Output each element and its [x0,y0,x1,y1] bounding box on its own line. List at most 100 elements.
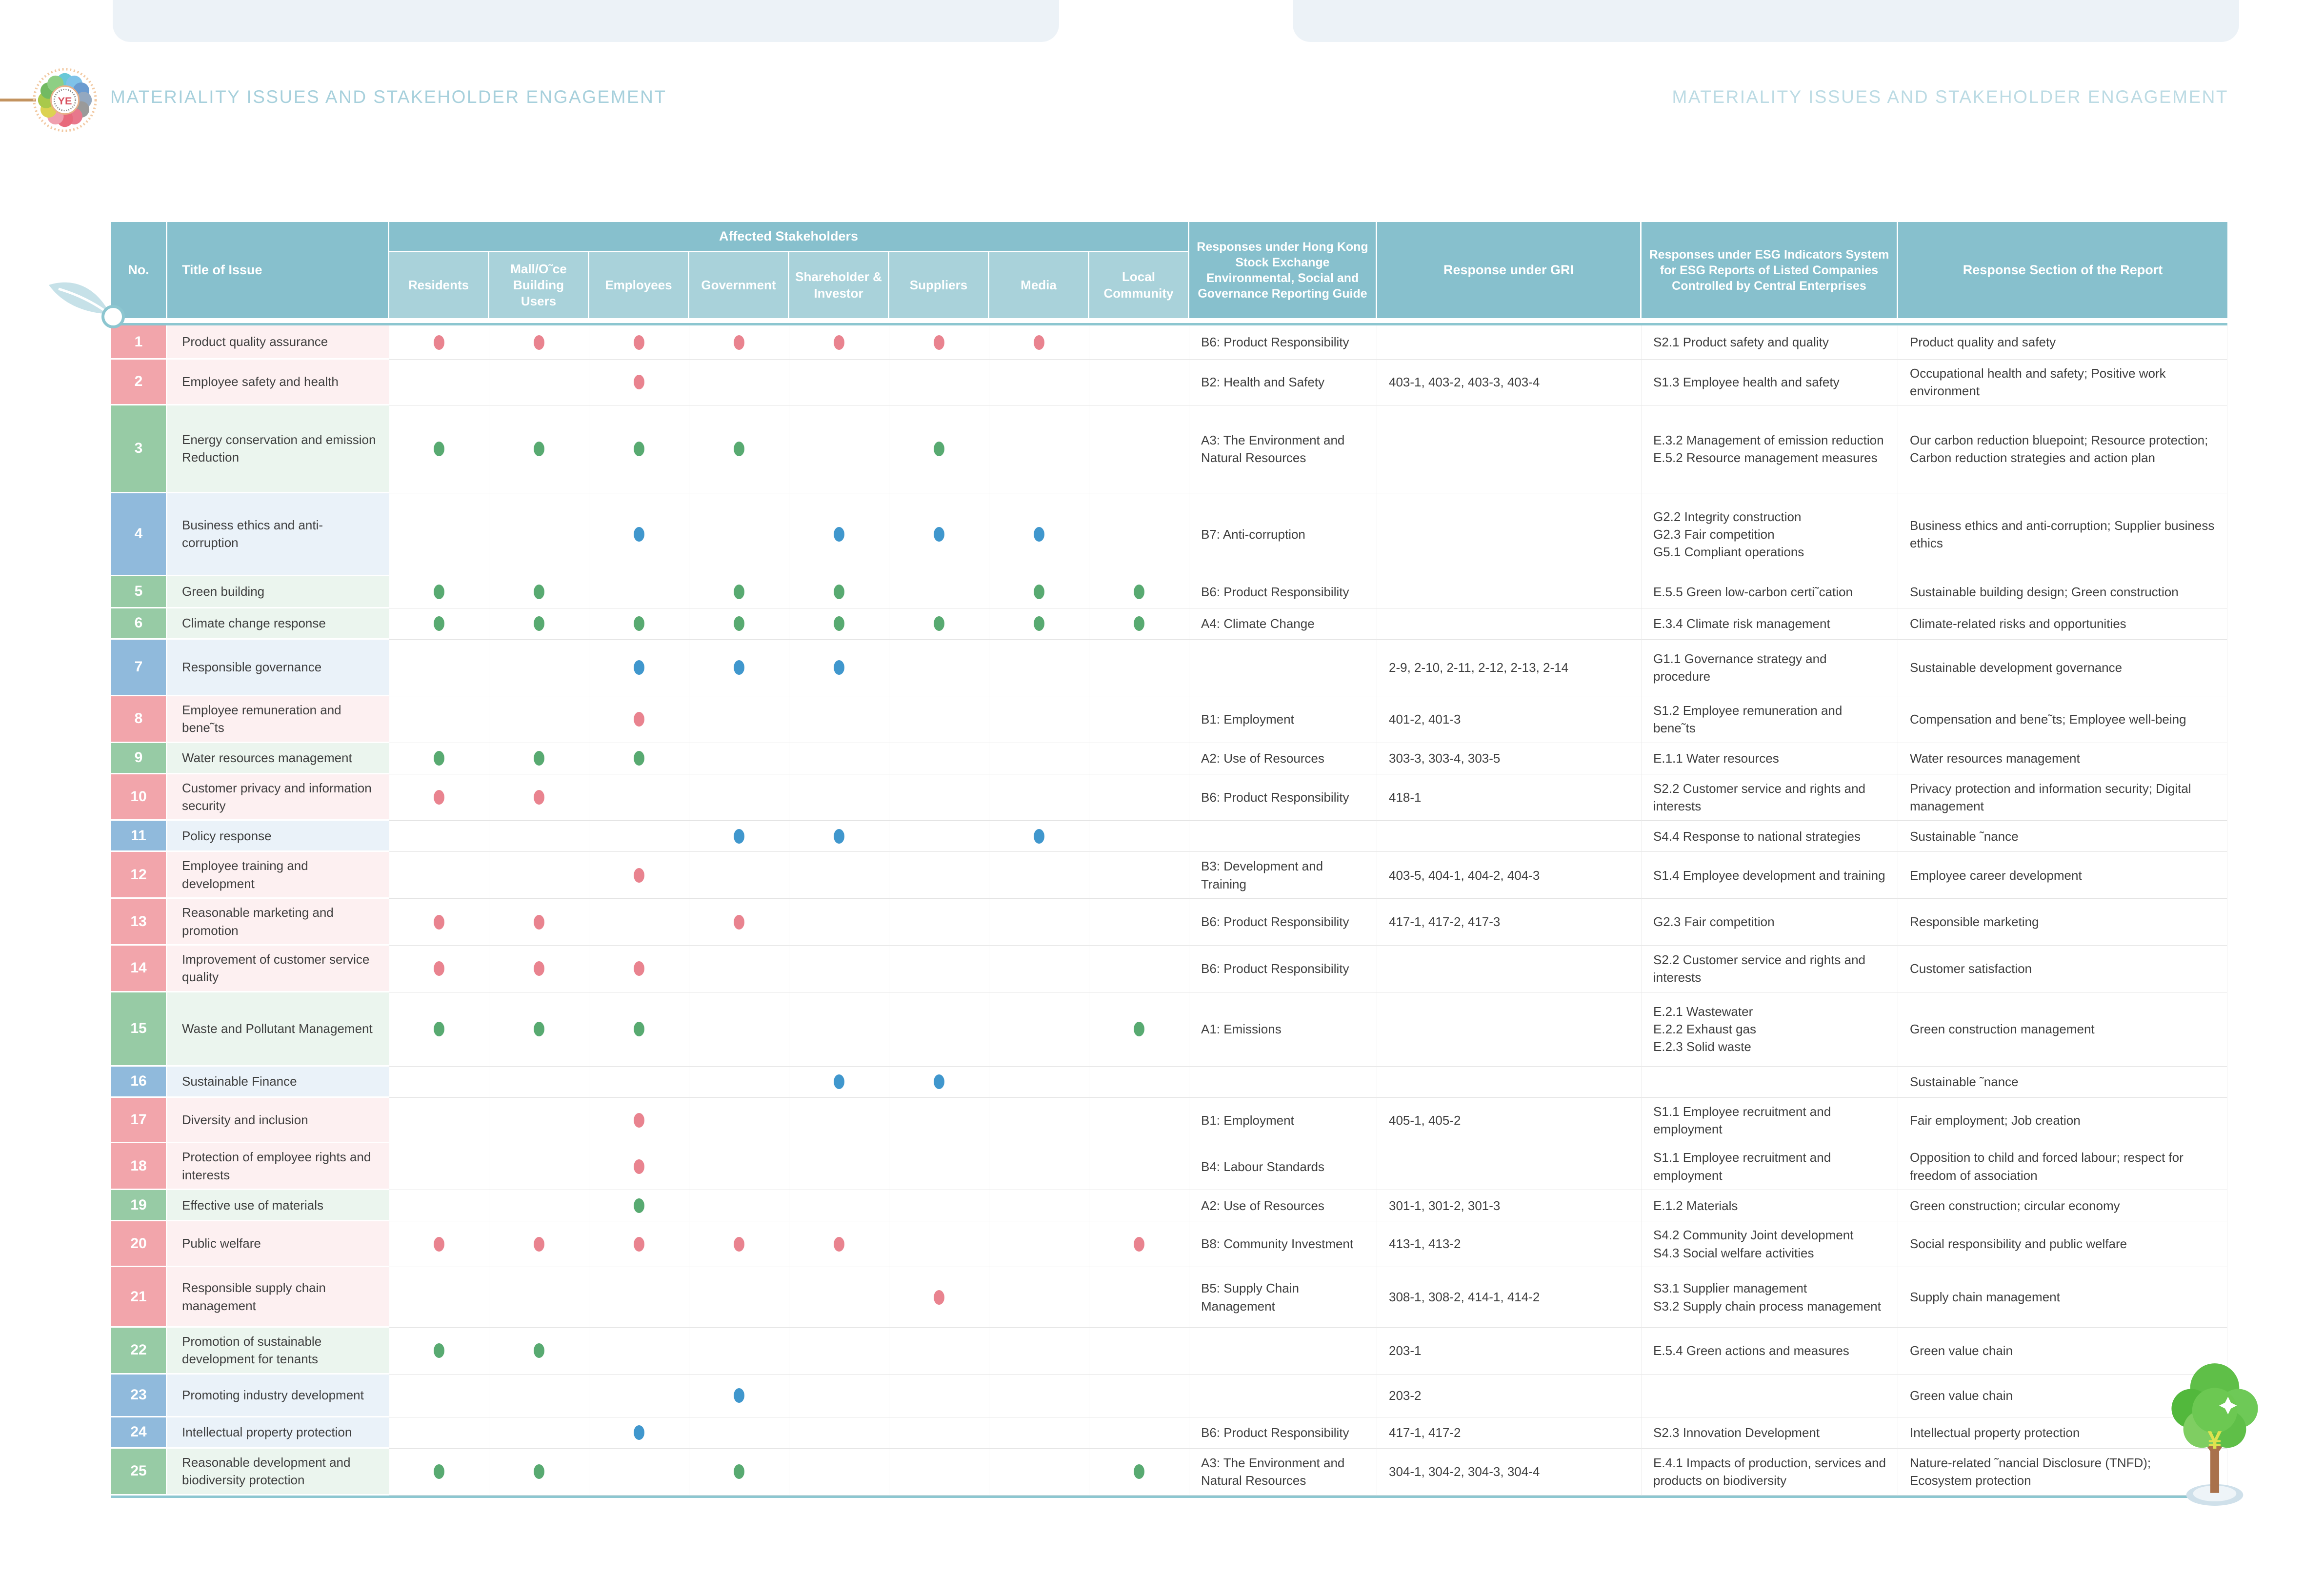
stakeholder-cell [889,576,989,608]
stakeholder-cell [489,992,589,1067]
stakeholder-cell [889,1097,989,1144]
materiality-table: No. Title of Issue Affected Stakeholders… [111,222,2227,1498]
hkex-response: B2: Health and Safety [1189,360,1377,405]
stakeholder-dot-icon [534,1343,544,1358]
stakeholder-cell [689,1190,789,1222]
stakeholder-cell [489,1448,589,1496]
stakeholder-cell [689,743,789,774]
report-section: Our carbon reduction bluepoint; Resource… [1898,405,2227,493]
stakeholder-cell [789,1417,889,1449]
row-number: 19 [111,1190,167,1222]
header-divider-rule [111,323,2227,325]
row-number: 9 [111,743,167,774]
gri-response [1377,821,1642,852]
table-header: No. Title of Issue Affected Stakeholders… [111,222,2227,320]
stakeholder-cell [489,1143,589,1191]
stakeholder-cell [989,1221,1089,1268]
stakeholder-cell [589,992,689,1067]
stakeholder-cell [789,608,889,640]
hkex-response: A2: Use of Resources [1189,743,1377,774]
issue-title: Responsible governance [167,639,389,696]
report-section: Social responsibility and public welfare [1898,1221,2227,1268]
stakeholder-cell [889,608,989,640]
stakeholder-dot-icon [434,914,444,930]
stakeholder-cell [989,774,1089,821]
report-section: Employee career development [1898,852,2227,899]
stakeholder-cell [789,1190,889,1222]
report-section: Intellectual property protection [1898,1417,2227,1449]
flower-logo-icon: YE [33,68,97,132]
stakeholder-cell [989,608,1089,640]
table-row: 6 Climate change response A4: Climate Chan… [111,608,2227,640]
stakeholder-cell [889,899,989,946]
col-header-stakeholder: Residents [389,252,489,320]
esg-indicator-response: S3.1 Supplier management S3.2 Supply cha… [1642,1267,1898,1328]
table-row: 24 Intellectual property protection B6: Pr… [111,1417,2227,1449]
stakeholder-cell [1089,1066,1189,1098]
row-number: 1 [111,325,167,360]
col-header-stakeholder: Mall/O˜ce Building Users [489,252,589,320]
stakeholder-cell [489,405,589,493]
gri-response: 418-1 [1377,774,1642,821]
esg-indicator-response: S1.4 Employee development and training [1642,852,1898,899]
gri-response [1377,1143,1642,1191]
stakeholder-cell [1089,774,1189,821]
hkex-response: A1: Emissions [1189,992,1377,1067]
esg-indicator-response: S1.1 Employee recruitment and employment [1642,1143,1898,1191]
hkex-response: B1: Employment [1189,696,1377,743]
stakeholder-cell [589,576,689,608]
col-header-stakeholder: Shareholder & Investor [789,252,889,320]
esg-indicator-response: G2.3 Fair competition [1642,899,1898,946]
stakeholder-cell [489,1267,589,1328]
row-number: 4 [111,493,167,576]
col-header-stakeholder: Employees [589,252,689,320]
row-number: 2 [111,360,167,405]
report-section: Green value chain [1898,1374,2227,1417]
stakeholder-dot-icon [434,751,444,766]
issue-title: Energy conservation and emission Reducti… [167,405,389,493]
stakeholder-dot-icon [534,616,544,631]
stakeholder-cell [589,945,689,992]
stakeholder-dot-icon [534,914,544,930]
report-section: Compensation and bene˜ts; Employee well-… [1898,696,2227,743]
stakeholder-cell [589,1066,689,1098]
tree-icon: ¥ [2171,1363,2258,1506]
stakeholder-cell [689,774,789,821]
table-row: 7 Responsible governance 2-9, 2-10, 2-11, … [111,639,2227,696]
esg-indicator-response: E.5.5 Green low-carbon certi˜cation [1642,576,1898,608]
stakeholder-cell [689,1417,789,1449]
stakeholder-cell [689,696,789,743]
table-row: 23 Promoting industry development 203-2 Gre… [111,1374,2227,1417]
stakeholder-cell [789,576,889,608]
esg-indicator-response: S2.1 Product safety and quality [1642,325,1898,360]
stakeholder-cell [789,1267,889,1328]
row-number: 8 [111,696,167,743]
stakeholder-cell [589,325,689,360]
gri-response: 401-2, 401-3 [1377,696,1642,743]
hkex-response: B6: Product Responsibility [1189,945,1377,992]
stakeholder-dot-icon [534,442,544,457]
stakeholder-dot-icon [434,789,444,805]
row-number: 14 [111,945,167,992]
stakeholder-dot-icon [534,961,544,976]
hkex-response: B7: Anti-corruption [1189,493,1377,576]
stakeholder-cell [1089,1190,1189,1222]
stakeholder-cell [789,821,889,852]
top-card-right [1293,0,2239,42]
stakeholder-cell [789,774,889,821]
stakeholder-dot-icon [1134,616,1144,631]
stakeholder-cell [989,1267,1089,1328]
stakeholder-cell [1089,325,1189,360]
stakeholder-cell [489,852,589,899]
gri-response [1377,325,1642,360]
report-section: Sustainable ˜nance [1898,821,2227,852]
stakeholder-dot-icon [634,375,644,390]
stakeholder-cell [1089,945,1189,992]
stakeholder-cell [789,1066,889,1098]
stakeholder-cell [789,852,889,899]
stakeholder-dot-icon [1034,585,1044,600]
stakeholder-cell [689,1143,789,1191]
gri-response [1377,405,1642,493]
col-header-esg: Responses under ESG Indicators System fo… [1642,222,1898,320]
